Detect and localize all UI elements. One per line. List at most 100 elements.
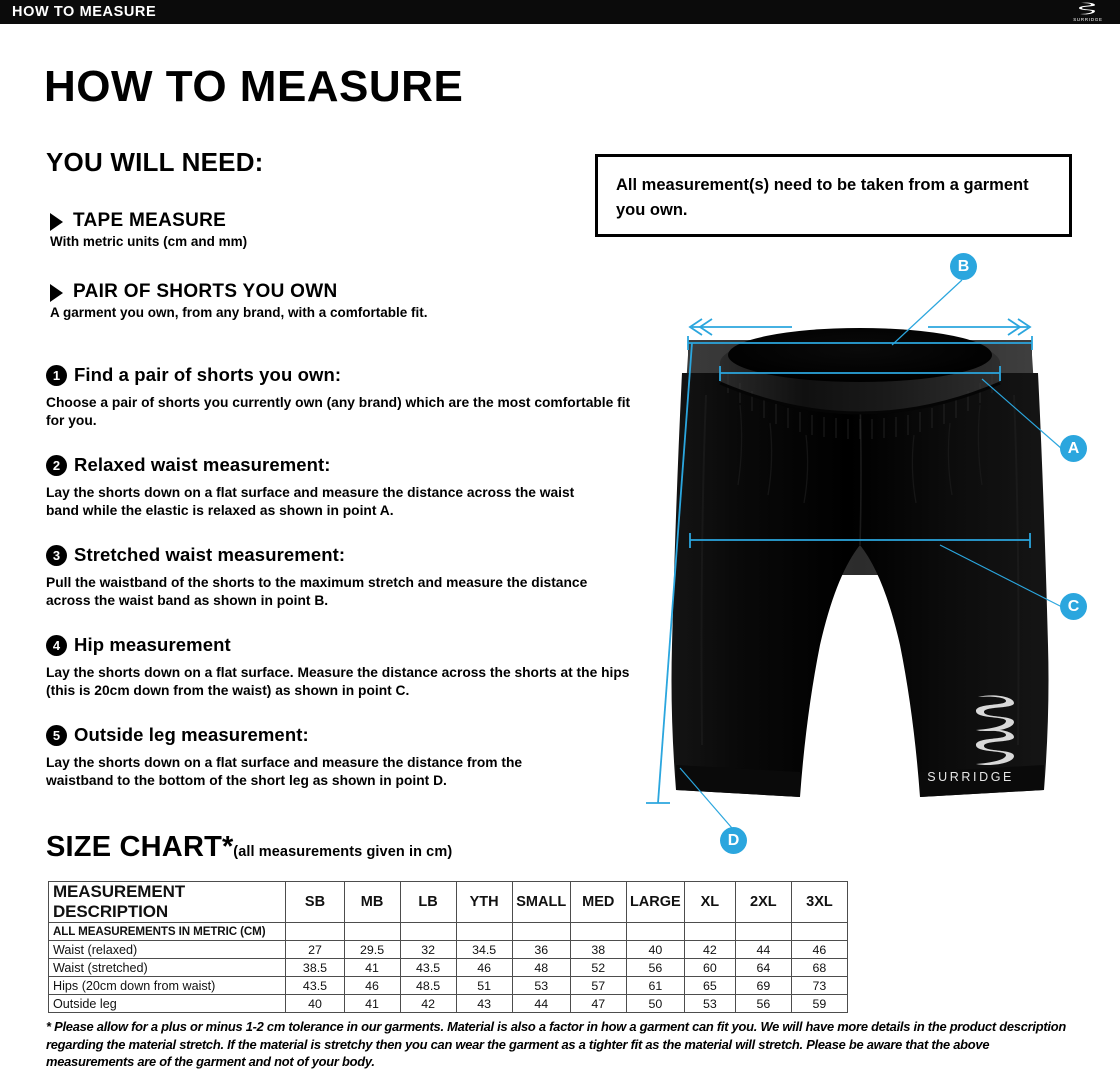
measurement-lines bbox=[646, 318, 1033, 804]
cell: 32 bbox=[399, 940, 457, 959]
garment-surridge-logo: SURRIDGE bbox=[927, 695, 1014, 784]
step-4: 4 Hip measurement Lay the shorts down on… bbox=[46, 634, 656, 699]
col-header-2xl: 2XL bbox=[734, 881, 792, 923]
fabric-gathers bbox=[737, 404, 983, 504]
cell: 59 bbox=[790, 994, 849, 1013]
step-number-badge: 1 bbox=[46, 365, 67, 386]
cell: 65 bbox=[683, 976, 736, 995]
need-item-tape-measure: TAPE MEASURE With metric units (cm and m… bbox=[46, 210, 247, 250]
cell: 38 bbox=[569, 940, 627, 959]
table-row: Outside leg 40 41 42 43 44 47 50 53 56 5… bbox=[47, 994, 849, 1013]
callout-box: All measurement(s) need to be taken from… bbox=[595, 154, 1072, 237]
size-chart-title: SIZE CHART bbox=[46, 831, 222, 863]
cell: 56 bbox=[625, 958, 685, 977]
need-item-sub: A garment you own, from any brand, with … bbox=[50, 305, 428, 320]
surridge-s-icon bbox=[1079, 2, 1095, 15]
leader-b bbox=[891, 279, 963, 346]
header-title: HOW TO MEASURE bbox=[12, 4, 157, 20]
cell: 38.5 bbox=[285, 958, 345, 977]
cell: 60 bbox=[683, 958, 736, 977]
cell bbox=[399, 922, 457, 941]
chevron-b-right-inner bbox=[1007, 318, 1022, 336]
cell: 57 bbox=[569, 976, 627, 995]
row-label: Waist (stretched) bbox=[47, 958, 287, 977]
cell bbox=[683, 922, 736, 941]
step-body: Choose a pair of shorts you currently ow… bbox=[46, 395, 631, 428]
step-header: 3 Stretched waist measurement: bbox=[46, 544, 656, 569]
need-item-title: PAIR OF SHORTS YOU OWN bbox=[73, 281, 338, 302]
table-row: Waist (relaxed) 27 29.5 32 34.5 36 38 40… bbox=[47, 940, 849, 959]
shorts-measurement-diagram: SURRIDGE bbox=[610, 245, 1110, 865]
table-row: Waist (stretched) 38.5 41 43.5 46 48 52 … bbox=[47, 958, 849, 977]
cell: 41 bbox=[343, 994, 401, 1013]
table-row: Hips (20cm down from waist) 43.5 46 48.5… bbox=[47, 976, 849, 995]
step-number-badge: 5 bbox=[46, 725, 67, 746]
cell: 40 bbox=[285, 994, 345, 1013]
surridge-logo: SURRIDGE bbox=[1064, 1, 1112, 24]
cell: 27 bbox=[285, 940, 345, 959]
step-3: 3 Stretched waist measurement: Pull the … bbox=[46, 544, 656, 609]
metric-note-label: ALL MEASUREMENTS IN METRIC (CM) bbox=[47, 922, 287, 941]
waistband bbox=[719, 328, 1001, 439]
leader-lines bbox=[679, 279, 1063, 836]
cell: 34.5 bbox=[455, 940, 513, 959]
cell bbox=[625, 922, 685, 941]
you-will-need-heading: YOU WILL NEED: bbox=[46, 147, 264, 177]
cell: 73 bbox=[790, 976, 849, 995]
cell: 43.5 bbox=[399, 958, 457, 977]
page-title: HOW TO MEASURE bbox=[44, 62, 464, 111]
cell: 42 bbox=[683, 940, 736, 959]
cell: 64 bbox=[734, 958, 792, 977]
col-header-large: LARGE bbox=[625, 881, 685, 923]
triangle-right-icon bbox=[50, 284, 63, 302]
cell: 48 bbox=[511, 958, 571, 977]
marker-b: B bbox=[950, 253, 977, 280]
row-label: Hips (20cm down from waist) bbox=[47, 976, 287, 995]
svg-text:SURRIDGE: SURRIDGE bbox=[927, 770, 1014, 784]
marker-a: A bbox=[1060, 435, 1087, 462]
step-number-badge: 4 bbox=[46, 635, 67, 656]
col-header-yth: YTH bbox=[455, 881, 513, 923]
size-chart-heading: SIZE CHART*(all measurements given in cm… bbox=[46, 831, 452, 864]
size-chart-subtitle: (all measurements given in cm) bbox=[233, 844, 453, 860]
step-title: Find a pair of shorts you own: bbox=[74, 364, 342, 385]
leader-d bbox=[679, 767, 739, 836]
cell bbox=[343, 922, 401, 941]
cell: 61 bbox=[625, 976, 685, 995]
col-header-xl: XL bbox=[683, 881, 736, 923]
step-number-badge: 2 bbox=[46, 455, 67, 476]
step-title: Relaxed waist measurement: bbox=[74, 454, 331, 475]
cell: 68 bbox=[790, 958, 849, 977]
cell: 47 bbox=[569, 994, 627, 1013]
need-item-shorts: PAIR OF SHORTS YOU OWN A garment you own… bbox=[46, 281, 428, 321]
step-body: Lay the shorts down on a flat surface. M… bbox=[46, 665, 630, 698]
cell bbox=[734, 922, 792, 941]
cell: 56 bbox=[734, 994, 792, 1013]
step-number-badge: 3 bbox=[46, 545, 67, 566]
step-header: 1 Find a pair of shorts you own: bbox=[46, 364, 656, 389]
triangle-right-icon bbox=[50, 213, 63, 231]
callout-text: All measurement(s) need to be taken from… bbox=[616, 176, 1029, 219]
step-body: Pull the waistband of the shorts to the … bbox=[46, 575, 588, 608]
col-header-mb: MB bbox=[343, 881, 401, 923]
footnote-text: * Please allow for a plus or minus 1-2 c… bbox=[46, 1019, 1066, 1069]
cell bbox=[285, 922, 345, 941]
col-header-sb: SB bbox=[285, 881, 345, 923]
leader-a bbox=[981, 378, 1063, 450]
step-body: Lay the shorts down on a flat surface an… bbox=[46, 485, 575, 518]
cell: 43.5 bbox=[285, 976, 345, 995]
table-row-metric-note: ALL MEASUREMENTS IN METRIC (CM) bbox=[47, 922, 849, 941]
cell: 42 bbox=[399, 994, 457, 1013]
step-title: Hip measurement bbox=[74, 634, 231, 655]
line-d-span bbox=[657, 342, 693, 804]
cell: 51 bbox=[455, 976, 513, 995]
col-header-lb: LB bbox=[399, 881, 457, 923]
col-header-3xl: 3XL bbox=[790, 881, 849, 923]
chevron-b-left-outer bbox=[688, 318, 703, 336]
cell: 43 bbox=[455, 994, 513, 1013]
row-label: Waist (relaxed) bbox=[47, 940, 287, 959]
marker-d: D bbox=[720, 827, 747, 854]
cell: 69 bbox=[734, 976, 792, 995]
cell: 46 bbox=[455, 958, 513, 977]
